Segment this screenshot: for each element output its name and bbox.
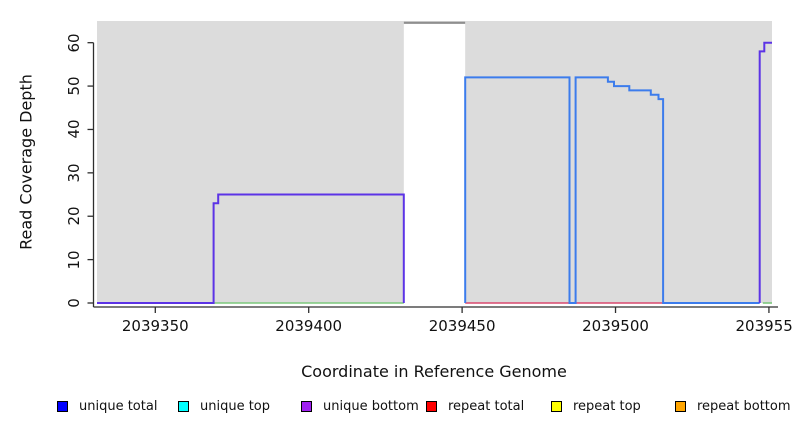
legend-item-repeat-bottom: repeat bottom <box>675 397 791 415</box>
y-tick-label: 60 <box>65 33 83 53</box>
legend-item-unique-top: unique top <box>178 397 270 415</box>
x-tick-label: 2039450 <box>428 317 496 335</box>
repeat-bottom-swatch-icon <box>675 400 686 412</box>
legend-label: repeat top <box>573 398 641 414</box>
legend-label: unique top <box>200 398 271 414</box>
repeat-total-swatch-icon <box>426 400 437 412</box>
legend-item-repeat-total: repeat total <box>426 397 524 415</box>
coverage-gap-region <box>403 21 466 303</box>
y-tick-label: 50 <box>65 76 83 96</box>
legend-label: repeat bottom <box>697 398 791 414</box>
legend-label: unique total <box>79 398 158 414</box>
legend-label: repeat total <box>448 398 525 414</box>
x-tick-label: 2039400 <box>275 317 343 335</box>
repeat-top-swatch-icon <box>551 400 562 412</box>
legend-item-repeat-top: repeat top <box>551 397 641 415</box>
x-tick-label: 2039500 <box>582 317 649 335</box>
unique-total-swatch-icon <box>57 400 68 412</box>
unique-top-swatch-icon <box>178 400 189 412</box>
series-unique-bottom <box>758 41 772 303</box>
y-tick-label: 0 <box>65 298 83 308</box>
legend: unique total unique top unique bottom re… <box>0 397 792 417</box>
legend-label: unique bottom <box>323 398 419 414</box>
series-unique-bottom <box>97 193 405 304</box>
series-unique-total <box>464 76 760 304</box>
y-tick-label: 40 <box>65 119 83 139</box>
unique-bottom-swatch-icon <box>301 400 312 412</box>
y-axis-title: Read Coverage Depth <box>16 74 36 250</box>
x-tick-label: 2039350 <box>121 317 189 335</box>
y-tick-label: 30 <box>65 163 83 183</box>
y-tick-label: 20 <box>65 206 83 226</box>
x-axis-title: Coordinate in Reference Genome <box>301 362 567 381</box>
legend-item-unique-total: unique total <box>57 397 157 415</box>
y-tick-label: 10 <box>65 250 83 270</box>
legend-item-unique-bottom: unique bottom <box>301 397 419 415</box>
